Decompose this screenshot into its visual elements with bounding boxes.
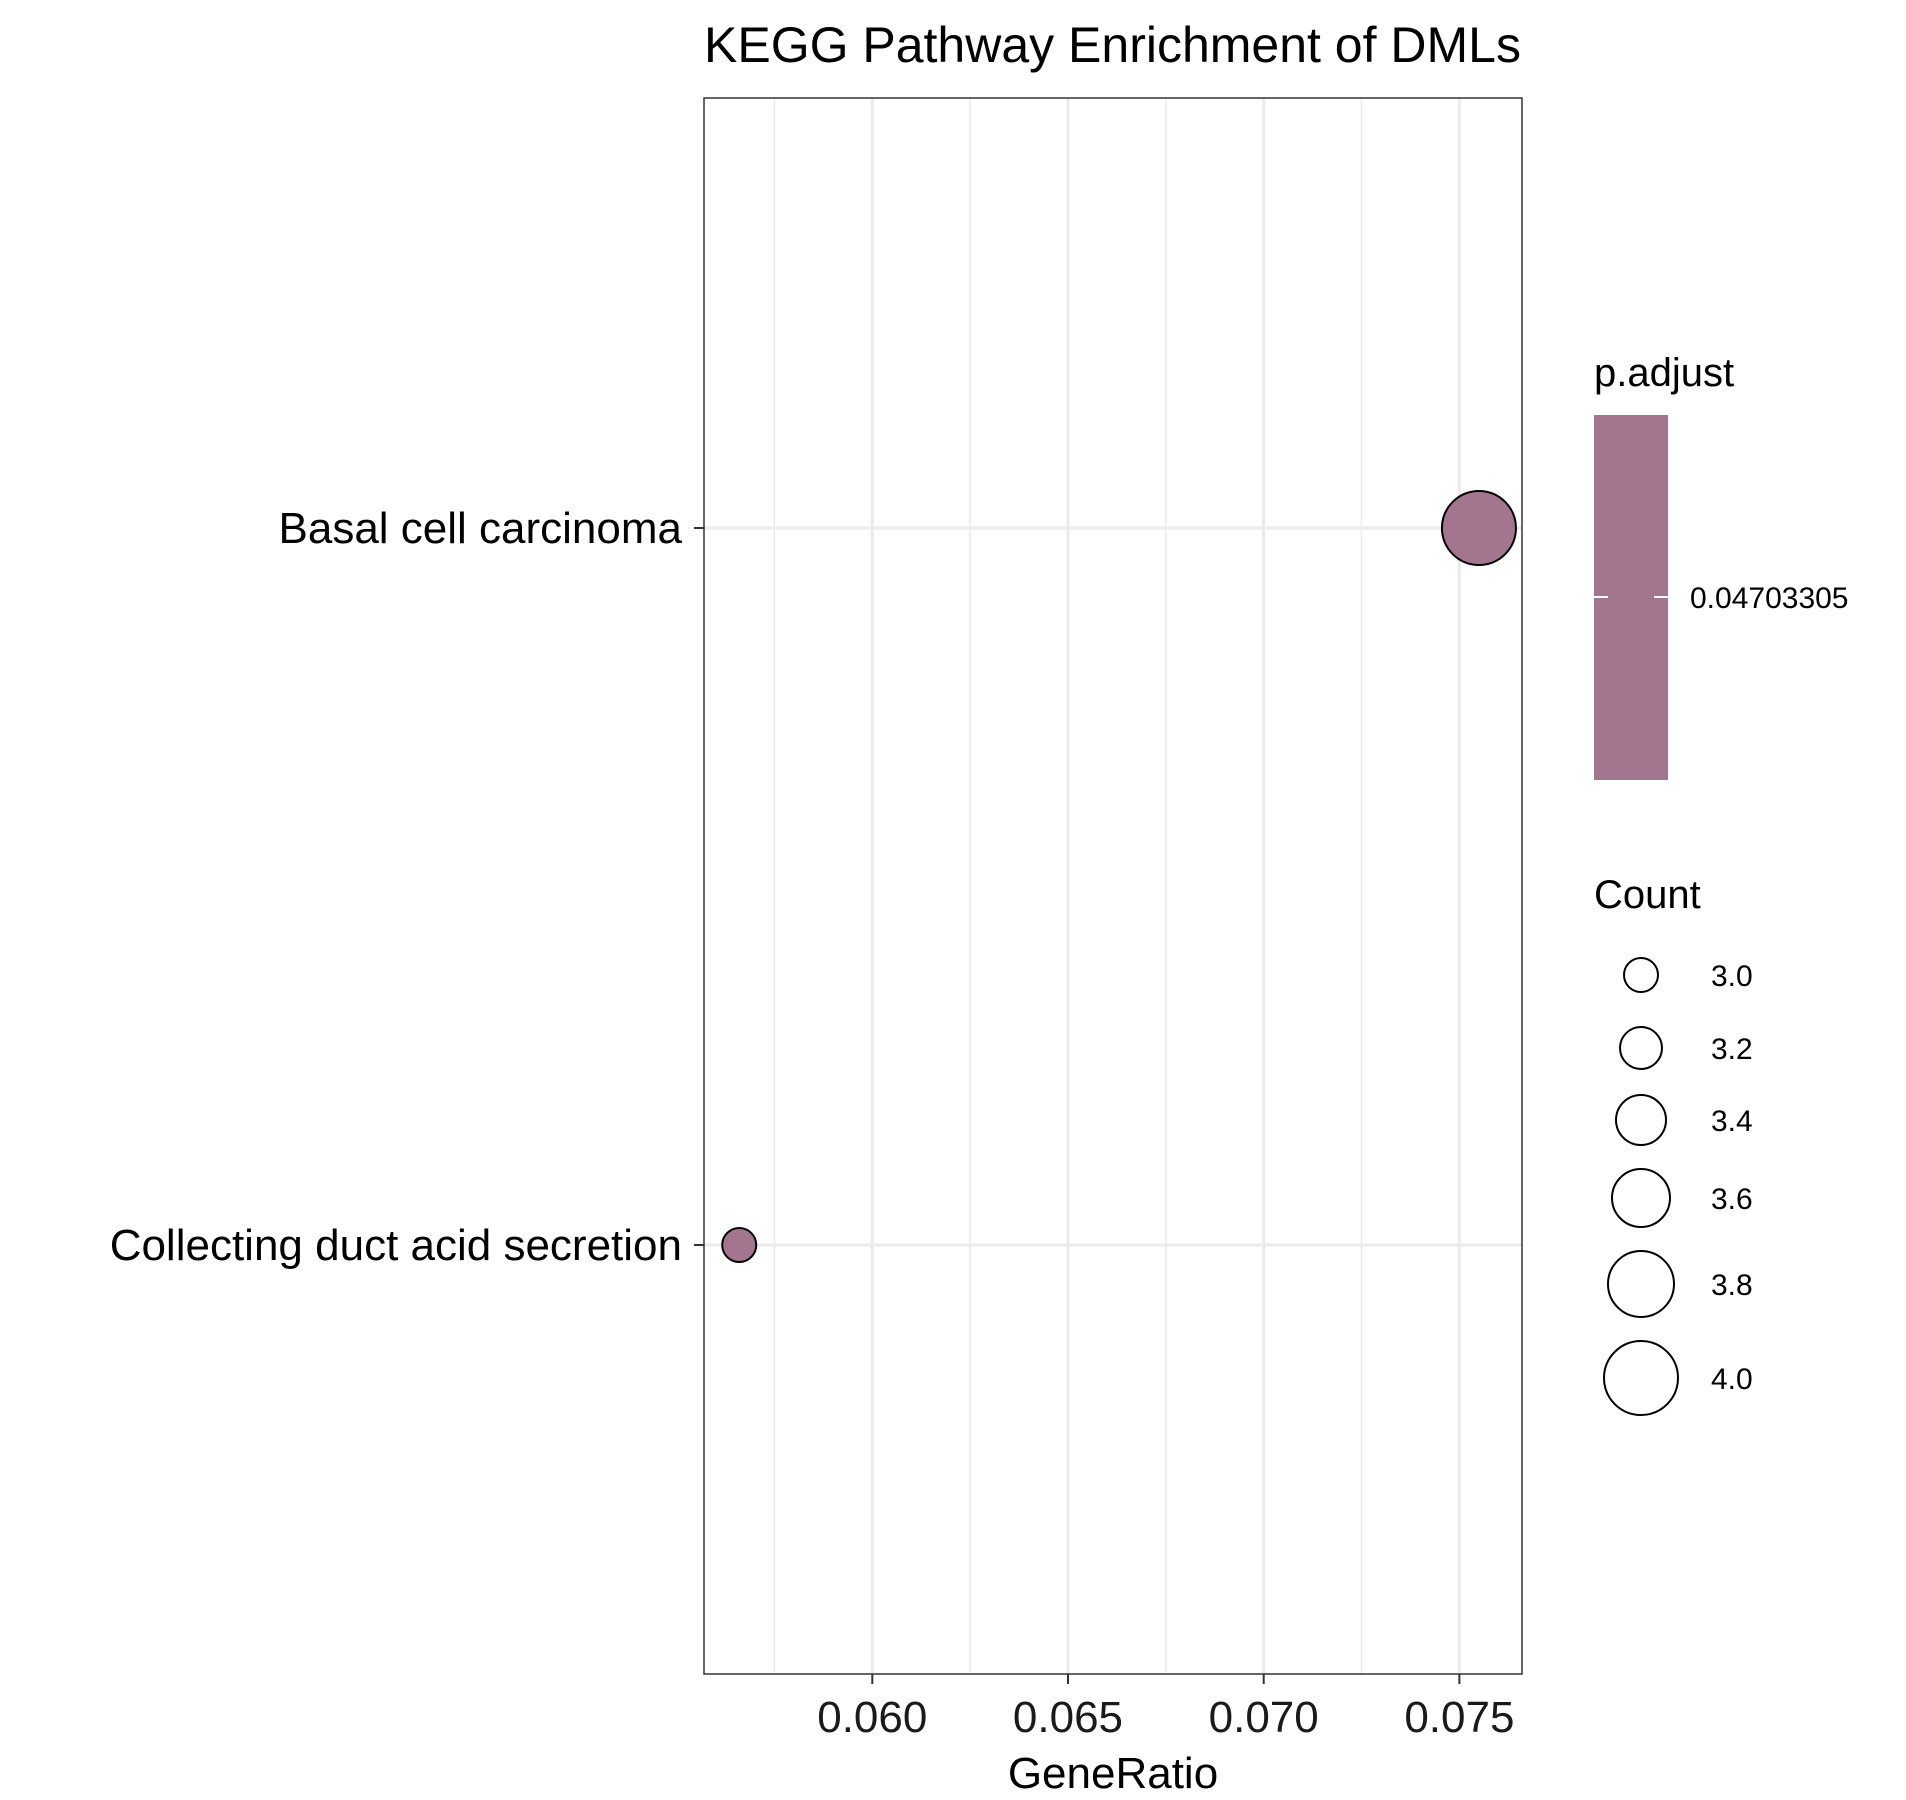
legend: p.adjust 0.04703305 Count 3.0 3.2 3.4 3.6 3.8 4.… (1594, 351, 1849, 1416)
size-legend-key (1607, 1250, 1675, 1318)
size-legend-label: 3.0 (1711, 960, 1753, 993)
y-tick-label: Collecting duct acid secretion (110, 1221, 682, 1270)
data-point (1440, 490, 1517, 566)
x-tick-label: 0.065 (1013, 1693, 1123, 1742)
size-legend-label: 4.0 (1711, 1363, 1753, 1396)
color-bar-label: 0.04703305 (1690, 582, 1849, 615)
chart-title: KEGG Pathway Enrichment of DMLs (704, 17, 1521, 73)
size-legend-label: 3.2 (1711, 1033, 1753, 1066)
axes: 0.060 0.065 0.070 0.075 Basal cell carcinoma… (110, 504, 1515, 1742)
x-tick-label: 0.060 (817, 1693, 927, 1742)
data-points (721, 490, 1517, 1263)
size-legend-label: 3.6 (1711, 1183, 1753, 1216)
plot-panel (703, 97, 1523, 1675)
x-axis-label: GeneRatio (1008, 1749, 1218, 1798)
size-legend-key (1603, 1340, 1679, 1416)
x-tick-label: 0.070 (1209, 1693, 1319, 1742)
size-legend-key (1611, 1168, 1671, 1228)
y-tick-label: Basal cell carcinoma (279, 504, 683, 553)
size-legend-key (1623, 957, 1659, 993)
data-point (721, 1227, 758, 1263)
size-legend-key (1615, 1094, 1667, 1146)
x-tick-label: 0.075 (1404, 1693, 1514, 1742)
size-legend-label: 3.8 (1711, 1269, 1753, 1302)
size-legend-label: 3.4 (1711, 1105, 1753, 1138)
size-legend-key (1619, 1026, 1663, 1070)
color-legend-title: p.adjust (1594, 351, 1734, 395)
size-legend-title: Count (1594, 873, 1701, 917)
grid (704, 98, 1522, 1674)
